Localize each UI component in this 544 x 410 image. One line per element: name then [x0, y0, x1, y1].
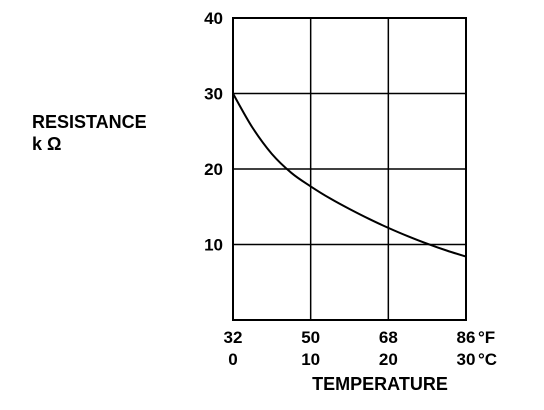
x-tick-label-c-30: 30: [457, 350, 476, 369]
x-unit-fahrenheit: °F: [478, 328, 495, 347]
series-line-resistance: [232, 93, 467, 258]
y-tick-label-40: 40: [204, 9, 223, 28]
y-axis-label-line1: RESISTANCE: [32, 112, 147, 132]
y-tick-label-20: 20: [204, 160, 223, 179]
x-tick-label-f-86: 86: [457, 328, 476, 347]
plot-frame: [232, 17, 467, 321]
x-tick-label-c-0: 0: [228, 350, 237, 369]
y-tick-label-30: 30: [204, 85, 223, 104]
series-layer: [232, 93, 467, 258]
x-tick-label-f-32: 32: [224, 328, 243, 347]
x-tick-label-c-10: 10: [301, 350, 320, 369]
x-tick-label-f-68: 68: [379, 328, 398, 347]
y-tick-label-10: 10: [204, 236, 223, 255]
tick-labels: 10 20 30 40 32 0 50 10 68 20 86 30: [204, 9, 475, 369]
grid: [233, 18, 466, 320]
x-tick-label-f-50: 50: [301, 328, 320, 347]
x-tick-label-c-20: 20: [379, 350, 398, 369]
x-unit-celsius: °C: [478, 350, 497, 369]
x-axis-label: TEMPERATURE: [312, 374, 448, 394]
y-axis-label-line2: k Ω: [32, 134, 61, 154]
